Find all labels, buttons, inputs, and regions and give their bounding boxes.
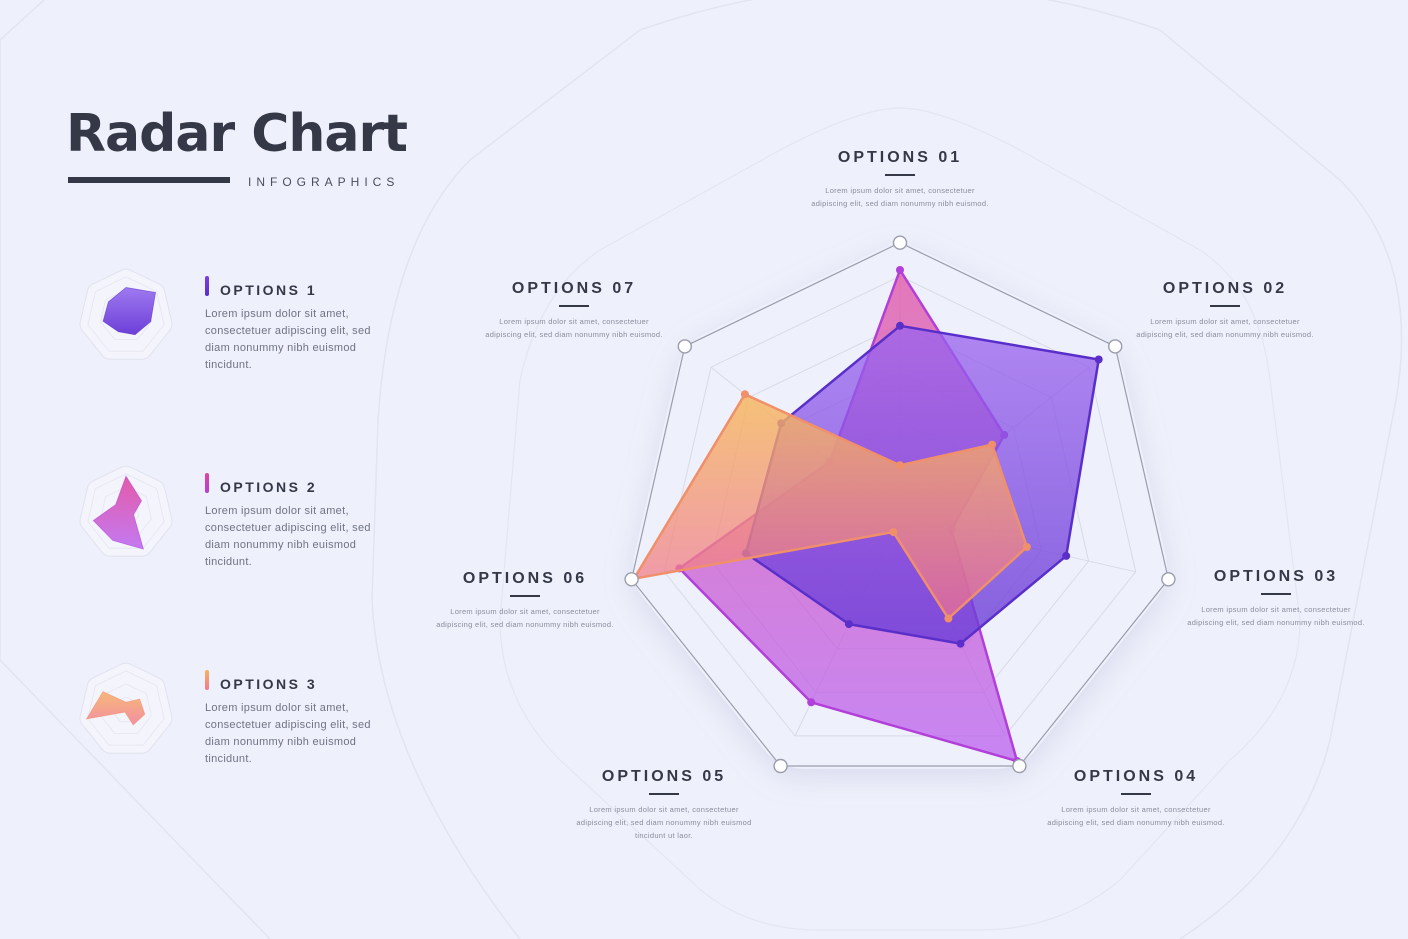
thumb-grid	[87, 276, 165, 352]
radar-point	[1094, 355, 1103, 364]
radar-point	[889, 528, 898, 536]
legend-item-3: OPTIONS 3 Lorem ipsum dolor sit amet, co…	[0, 662, 420, 780]
legend-thumb-3	[79, 662, 173, 754]
legend-item-2: OPTIONS 2 Lorem ipsum dolor sit amet, co…	[0, 465, 420, 583]
axis-rule-05	[649, 793, 679, 795]
radar-point	[844, 620, 853, 629]
legend-desc-2: Lorem ipsum dolor sit amet, consectetuer…	[205, 505, 371, 568]
radar-point	[896, 266, 904, 274]
thumb-grid	[87, 473, 165, 549]
axis-title-05: OPTIONS 05	[601, 768, 727, 785]
radar-axis-marker	[677, 339, 692, 354]
radar-point	[956, 639, 965, 648]
radar-point	[740, 390, 749, 399]
radar-axis-marker	[773, 758, 788, 774]
radar-point	[807, 698, 816, 707]
axis-desc-03: Lorem ipsum dolor sit amet, consectetuer…	[1187, 605, 1365, 627]
radar-point	[1022, 543, 1031, 551]
legend-label-1: OPTIONS 1	[220, 282, 318, 298]
radar-axis-marker	[1012, 758, 1027, 774]
bg-heptagon-large	[0, 0, 271, 939]
legend-desc-3: Lorem ipsum dolor sit amet, consectetuer…	[205, 702, 371, 765]
title-underline	[68, 177, 230, 183]
axis-label-04: OPTIONS 04 Lorem ipsum dolor sit amet, c…	[1046, 768, 1226, 829]
thumb-series-area	[102, 287, 156, 336]
axis-label-02: OPTIONS 02 Lorem ipsum dolor sit amet, c…	[1135, 280, 1315, 341]
thumb-series-area	[92, 475, 144, 550]
legend-desc-1: Lorem ipsum dolor sit amet, consectetuer…	[205, 308, 371, 371]
axis-desc-07: Lorem ipsum dolor sit amet, consectetuer…	[485, 317, 663, 339]
axis-desc-04: Lorem ipsum dolor sit amet, consectetuer…	[1047, 805, 1225, 827]
page-title: Radar Chart	[66, 104, 408, 164]
page-subtitle: INFOGRAPHICS	[248, 175, 400, 189]
radar-point	[896, 461, 904, 470]
axis-rule-04	[1121, 793, 1151, 795]
axis-rule-03	[1261, 593, 1291, 595]
radar-series-area	[632, 393, 1029, 620]
legend-accent-1	[205, 276, 209, 296]
radar-point	[944, 614, 953, 623]
axis-label-01: OPTIONS 01 Lorem ipsum dolor sit amet, c…	[810, 149, 990, 210]
legend-accent-3	[205, 670, 209, 690]
axis-desc-06: Lorem ipsum dolor sit amet, consectetuer…	[436, 607, 614, 629]
bg-heptagon-mid	[499, 107, 1301, 931]
axis-rule-06	[510, 595, 540, 597]
axis-label-06: OPTIONS 06 Lorem ipsum dolor sit amet, c…	[435, 570, 615, 631]
radar-axis-marker	[892, 235, 908, 250]
legend-label-2: OPTIONS 2	[220, 479, 318, 495]
axis-desc-02: Lorem ipsum dolor sit amet, consectetuer…	[1136, 317, 1314, 339]
radar-axis-marker	[1107, 339, 1123, 354]
axis-rule-07	[559, 305, 589, 307]
legend-thumb-2	[79, 465, 173, 557]
legend-item-1: OPTIONS 1 Lorem ipsum dolor sit amet, co…	[0, 268, 420, 386]
radar-outer-ring	[630, 242, 1170, 767]
thumb-series-area	[85, 691, 146, 726]
axis-title-01: OPTIONS 01	[837, 149, 963, 166]
axis-label-03: OPTIONS 03 Lorem ipsum dolor sit amet, c…	[1186, 568, 1366, 629]
radar-point	[988, 440, 997, 449]
radar-point	[1062, 551, 1071, 560]
thumb-grid	[87, 670, 165, 746]
bg-heptagon-right	[639, 0, 1403, 939]
axis-title-03: OPTIONS 03	[1213, 568, 1339, 585]
axis-title-02: OPTIONS 02	[1162, 280, 1288, 297]
radar-point	[896, 321, 904, 330]
legend-accent-2	[205, 473, 209, 493]
axis-title-07: OPTIONS 07	[511, 280, 637, 297]
axis-rule-01	[885, 174, 915, 176]
axis-title-06: OPTIONS 06	[462, 570, 588, 587]
axis-title-04: OPTIONS 04	[1073, 768, 1199, 785]
bg-heptagon-left	[371, 29, 641, 939]
axis-label-07: OPTIONS 07 Lorem ipsum dolor sit amet, c…	[484, 280, 664, 341]
legend-label-3: OPTIONS 3	[220, 676, 318, 692]
axis-desc-01: Lorem ipsum dolor sit amet, consectetuer…	[811, 186, 989, 208]
legend-thumb-1	[79, 268, 173, 360]
axis-desc-05: Lorem ipsum dolor sit amet, consectetuer…	[576, 805, 752, 840]
radar-axis-marker	[624, 572, 639, 587]
radar-grid-ring	[663, 275, 1137, 737]
axis-label-05: OPTIONS 05 Lorem ipsum dolor sit amet, c…	[574, 768, 754, 842]
axis-rule-02	[1210, 305, 1240, 307]
radar-axis-marker	[1161, 572, 1176, 587]
